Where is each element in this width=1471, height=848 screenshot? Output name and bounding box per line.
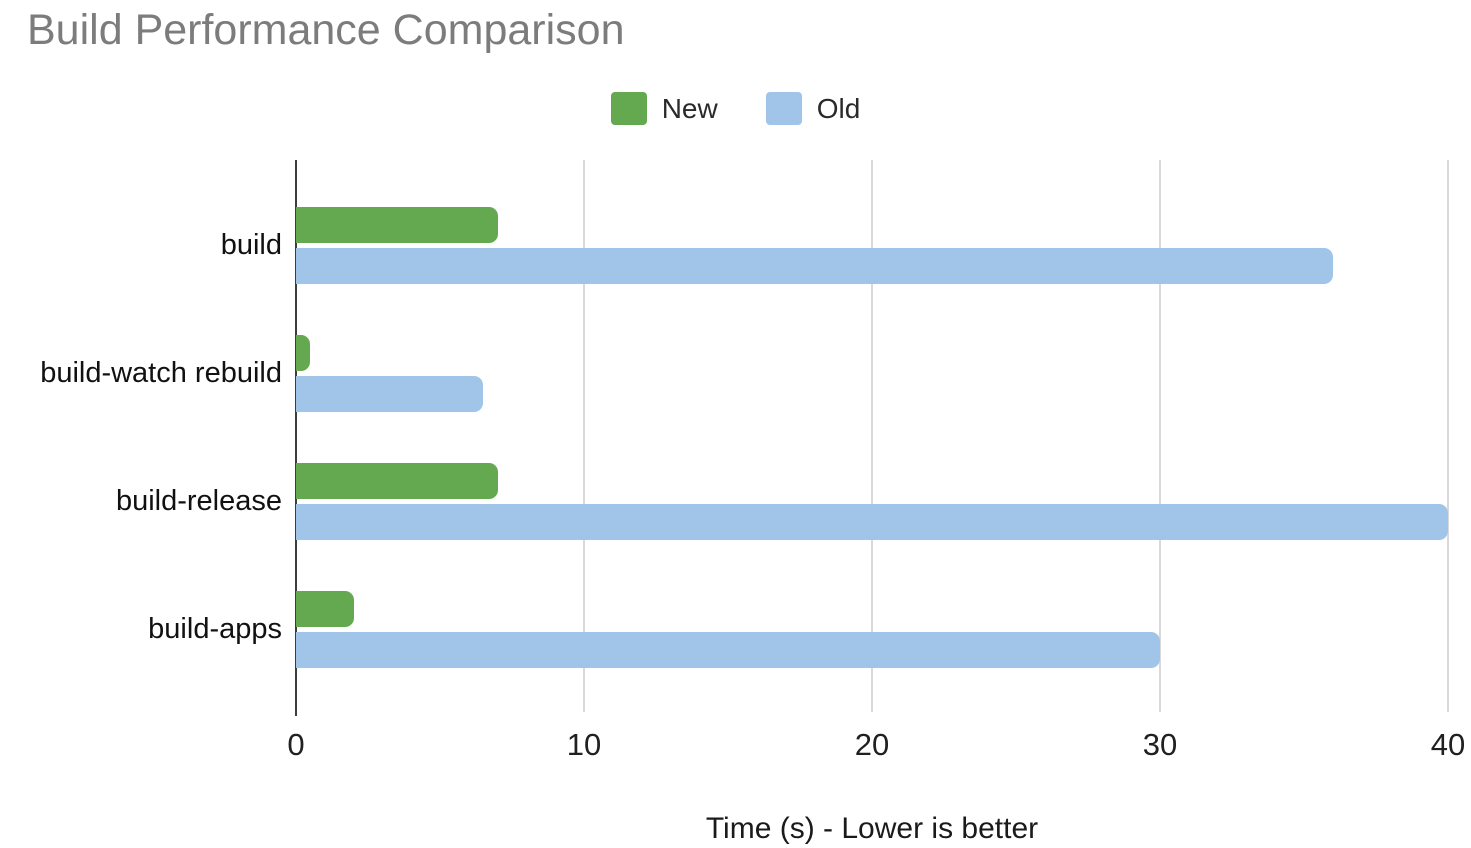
gridline-x-40 bbox=[1447, 160, 1449, 712]
category-label-build: build bbox=[220, 229, 282, 261]
category-label-build-apps: build-apps bbox=[148, 613, 282, 645]
x-tick-label-0: 0 bbox=[287, 727, 305, 762]
x-tick-label-30: 30 bbox=[1142, 727, 1178, 762]
chart-title: Build Performance Comparison bbox=[27, 6, 625, 54]
bar-new-build-apps bbox=[296, 590, 354, 627]
legend-item-new[interactable]: New bbox=[610, 92, 718, 125]
x-axis-tick-labels: 0 10 20 30 40 bbox=[287, 727, 1465, 768]
y-axis-line bbox=[295, 160, 297, 716]
legend-label-old: Old bbox=[816, 92, 861, 124]
bar-old-build-release bbox=[296, 503, 1448, 540]
bar-old-build-apps bbox=[296, 631, 1160, 668]
x-tick-label-20: 20 bbox=[854, 727, 890, 762]
bar-new-build-watch-rebuild bbox=[296, 334, 311, 371]
category-labels: build build-watch rebuild build-release bui… bbox=[0, 160, 282, 710]
bar-old-build-watch-rebuild bbox=[296, 375, 484, 412]
bar-new-build bbox=[296, 206, 498, 243]
x-axis-title: Time (s) - Lower is better bbox=[705, 812, 1039, 845]
category-label-build-release: build-release bbox=[115, 485, 282, 517]
x-tick-label-10: 10 bbox=[566, 727, 602, 762]
bar-new-build-release bbox=[296, 462, 498, 499]
x-tick-label-40: 40 bbox=[1430, 727, 1466, 762]
category-label-build-watch-rebuild: build-watch rebuild bbox=[40, 357, 282, 389]
gridline-x-20 bbox=[871, 160, 873, 712]
legend-label-new: New bbox=[661, 92, 718, 124]
plot-area bbox=[295, 160, 1449, 716]
legend-item-old[interactable]: Old bbox=[765, 92, 861, 125]
gridline-x-30 bbox=[1159, 160, 1161, 712]
legend: New Old bbox=[0, 92, 1471, 125]
legend-swatch-new-icon bbox=[610, 92, 647, 125]
bar-old-build bbox=[296, 247, 1333, 284]
gridline-x-10 bbox=[583, 160, 585, 712]
legend-swatch-old-icon bbox=[765, 92, 802, 125]
